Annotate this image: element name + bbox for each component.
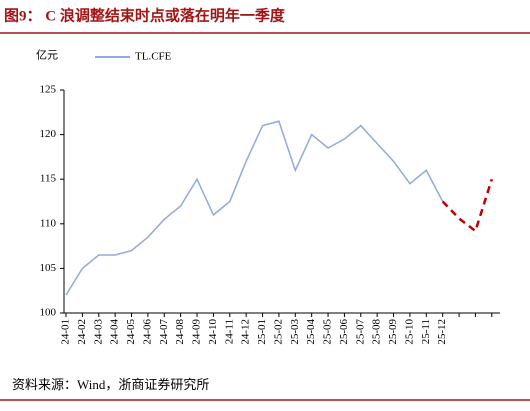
- x-tick-label: 25-07: [354, 319, 366, 345]
- x-tick-label: 25-10: [403, 319, 415, 345]
- x-tick-label: 24-12: [240, 319, 252, 345]
- x-tick-label: 25-05: [322, 319, 334, 345]
- y-tick-label: 115: [40, 173, 57, 185]
- x-tick-label: 24-05: [125, 319, 137, 345]
- x-tick-label: 24-02: [76, 319, 88, 345]
- x-tick-label: 24-03: [92, 319, 104, 345]
- series-line: [441, 178, 494, 234]
- y-tick-label: 105: [40, 262, 57, 274]
- x-tick-label: 24-08: [174, 319, 186, 345]
- x-tick-label: 24-07: [158, 319, 170, 345]
- legend-label: TL.CFE: [135, 51, 172, 63]
- y-tick-label: 110: [40, 217, 57, 229]
- x-tick-label: 25-02: [272, 319, 284, 345]
- x-tick-label: 25-11: [420, 319, 432, 344]
- x-tick-label: 24-06: [141, 319, 153, 345]
- x-tick-label: 25-06: [338, 319, 350, 345]
- y-tick-label: 120: [40, 128, 57, 140]
- x-tick-label: 25-01: [256, 319, 268, 345]
- y-tick-label: 125: [40, 84, 57, 96]
- x-tick-label: 25-03: [289, 319, 301, 345]
- x-tick-label: 25-12: [436, 319, 448, 345]
- chart-title: 图9： C 浪调整结束时点或落在明年一季度: [4, 6, 286, 24]
- x-tick-label: 25-09: [387, 319, 399, 345]
- y-tick-label: 100: [40, 307, 57, 319]
- x-tick-label: 25-04: [305, 319, 317, 345]
- x-tick-label: 25-08: [371, 319, 383, 345]
- y-axis-label: 亿元: [36, 49, 58, 62]
- series-line: [65, 120, 444, 296]
- source-note: 资料来源：Wind，浙商证券研究所: [12, 377, 209, 392]
- x-tick-label: 24-11: [223, 319, 235, 344]
- x-tick-label: 24-01: [60, 319, 72, 345]
- x-tick-label: 24-04: [109, 319, 121, 345]
- x-tick-label: 24-09: [191, 319, 203, 345]
- x-tick-label: 24-10: [207, 319, 219, 345]
